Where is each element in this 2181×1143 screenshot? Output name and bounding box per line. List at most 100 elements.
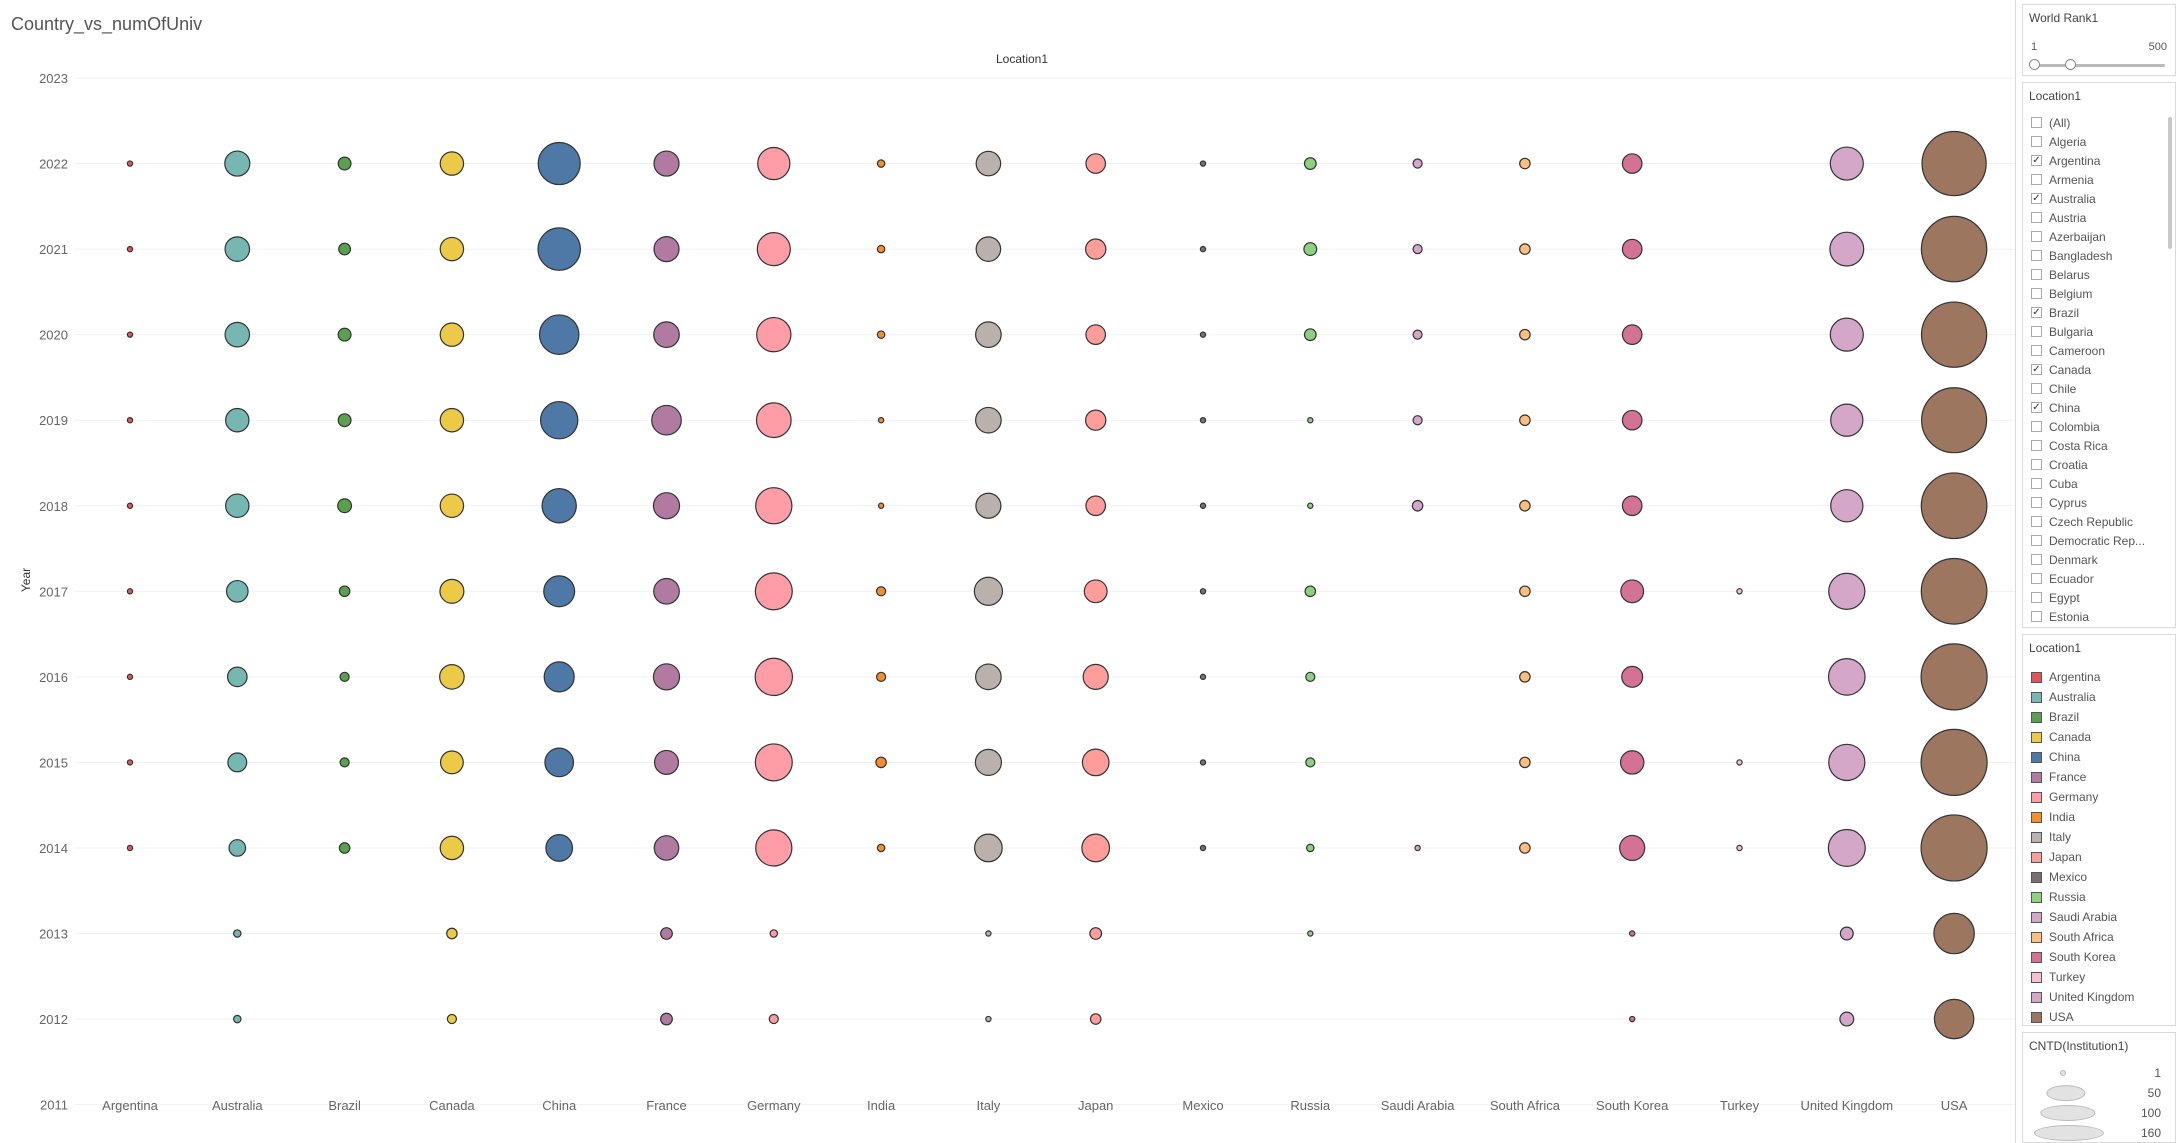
bubble-mark[interactable] — [126, 673, 134, 681]
bubble-mark[interactable] — [876, 244, 886, 254]
filter-checkbox[interactable] — [2031, 611, 2042, 622]
bubble-mark[interactable] — [974, 833, 1003, 863]
location-filter-item[interactable]: Armenia — [2023, 170, 2161, 189]
bubble-mark[interactable] — [545, 834, 574, 862]
location-filter-item[interactable]: ✓ Brazil — [2023, 303, 2161, 322]
bubble-mark[interactable] — [1303, 242, 1318, 257]
location-filter-item[interactable]: Cameroon — [2023, 341, 2161, 360]
bubble-mark[interactable] — [1304, 585, 1317, 598]
location-filter-item[interactable]: Cyprus — [2023, 493, 2161, 512]
filter-checkbox[interactable] — [2031, 383, 2042, 394]
bubble-mark[interactable] — [652, 663, 681, 691]
bubble-mark[interactable] — [985, 930, 992, 937]
bubble-mark[interactable] — [1920, 557, 1988, 625]
bubble-mark[interactable] — [1083, 579, 1108, 604]
bubble-mark[interactable] — [1412, 243, 1423, 255]
legend-item[interactable]: Mexico — [2023, 867, 2134, 887]
bubble-mark[interactable] — [1199, 673, 1207, 681]
bubble-mark[interactable] — [756, 232, 791, 267]
legend-item[interactable]: India — [2023, 807, 2134, 827]
bubble-mark[interactable] — [1921, 130, 1987, 197]
bubble-mark[interactable] — [126, 588, 134, 595]
bubble-mark[interactable] — [1621, 153, 1643, 174]
bubble-mark[interactable] — [1827, 828, 1866, 868]
bubble-mark[interactable] — [537, 141, 581, 186]
bubble-mark[interactable] — [1827, 657, 1866, 696]
location-filter-item[interactable]: Belarus — [2023, 265, 2161, 284]
bubble-mark[interactable] — [126, 416, 134, 424]
bubble-mark[interactable] — [1199, 759, 1207, 766]
bubble-mark[interactable] — [1619, 750, 1645, 775]
bubble-mark[interactable] — [126, 759, 134, 766]
bubble-mark[interactable] — [126, 331, 134, 338]
bubble-mark[interactable] — [1621, 495, 1643, 517]
location-filter-item[interactable]: Democratic Rep... — [2023, 531, 2161, 550]
bubble-mark[interactable] — [653, 235, 680, 263]
bubble-mark[interactable] — [439, 322, 465, 347]
bubble-mark[interactable] — [1412, 415, 1423, 426]
bubble-mark[interactable] — [439, 835, 465, 861]
location-filter-item[interactable]: ✓ Canada — [2023, 360, 2161, 379]
legend-item[interactable]: South Korea — [2023, 947, 2134, 967]
bubble-mark[interactable] — [877, 416, 885, 424]
bubble-mark[interactable] — [1519, 671, 1531, 683]
bubble-mark[interactable] — [652, 492, 681, 520]
filter-checkbox[interactable] — [2031, 136, 2042, 147]
legend-item[interactable]: USA — [2023, 1007, 2134, 1025]
bubble-mark[interactable] — [973, 576, 1004, 606]
bubble-mark[interactable] — [1414, 844, 1421, 852]
bubble-mark[interactable] — [1620, 579, 1645, 604]
bubble-mark[interactable] — [975, 150, 1002, 177]
bubble-mark[interactable] — [1082, 663, 1109, 690]
filter-checkbox[interactable] — [2031, 554, 2042, 565]
bubble-mark[interactable] — [337, 413, 352, 428]
bubble-mark[interactable] — [876, 159, 886, 168]
filter-checkbox[interactable]: ✓ — [2031, 401, 2042, 413]
location-filter-item[interactable]: Austria — [2023, 208, 2161, 227]
bubble-mark[interactable] — [337, 498, 353, 514]
bubble-mark[interactable] — [768, 1013, 779, 1025]
legend-item[interactable]: United Kingdom — [2023, 987, 2134, 1007]
bubble-mark[interactable] — [653, 835, 680, 861]
bubble-mark[interactable] — [224, 321, 251, 348]
bubble-mark[interactable] — [1621, 324, 1643, 346]
location-filter-item[interactable]: Chile — [2023, 379, 2161, 398]
bubble-mark[interactable] — [1736, 844, 1743, 852]
world-rank-slider-track[interactable] — [2033, 64, 2165, 67]
filter-checkbox[interactable] — [2031, 117, 2042, 128]
bubble-mark[interactable] — [337, 327, 352, 342]
bubble-mark[interactable] — [1829, 146, 1864, 181]
bubble-mark[interactable] — [1619, 834, 1646, 862]
bubble-mark[interactable] — [543, 661, 575, 693]
bubble-mark[interactable] — [755, 829, 793, 867]
bubble-mark[interactable] — [1920, 728, 1988, 797]
bubble-mark[interactable] — [755, 402, 792, 439]
bubble-mark[interactable] — [1519, 842, 1531, 854]
bubble-mark[interactable] — [653, 577, 680, 605]
filter-checkbox[interactable] — [2031, 592, 2042, 603]
bubble-mark[interactable] — [439, 664, 465, 690]
bubble-mark[interactable] — [876, 330, 886, 339]
bubble-mark[interactable] — [975, 236, 1002, 262]
filter-checkbox[interactable] — [2031, 250, 2042, 261]
bubble-mark[interactable] — [1933, 912, 1975, 955]
bubble-mark[interactable] — [1621, 238, 1643, 260]
location-filter-item[interactable]: Bulgaria — [2023, 322, 2161, 341]
bubble-mark[interactable] — [539, 400, 579, 440]
bubble-mark[interactable] — [339, 671, 350, 682]
location-filter-item[interactable]: Denmark — [2023, 550, 2161, 569]
location-filter-item[interactable]: ✓ Australia — [2023, 189, 2161, 208]
bubble-mark[interactable] — [1199, 331, 1207, 338]
bubble-mark[interactable] — [1303, 157, 1317, 170]
filter-checkbox[interactable] — [2031, 421, 2042, 432]
bubble-mark[interactable] — [544, 747, 575, 778]
bubble-mark[interactable] — [1736, 759, 1743, 766]
bubble-mark[interactable] — [975, 492, 1002, 519]
bubble-mark[interactable] — [1519, 756, 1531, 769]
legend-item[interactable]: South Africa — [2023, 927, 2134, 947]
bubble-mark[interactable] — [1085, 495, 1107, 517]
legend-item[interactable]: Italy — [2023, 827, 2134, 847]
bubble-mark[interactable] — [1829, 231, 1865, 267]
bubble-mark[interactable] — [1305, 757, 1316, 768]
bubble-mark[interactable] — [446, 1013, 458, 1025]
